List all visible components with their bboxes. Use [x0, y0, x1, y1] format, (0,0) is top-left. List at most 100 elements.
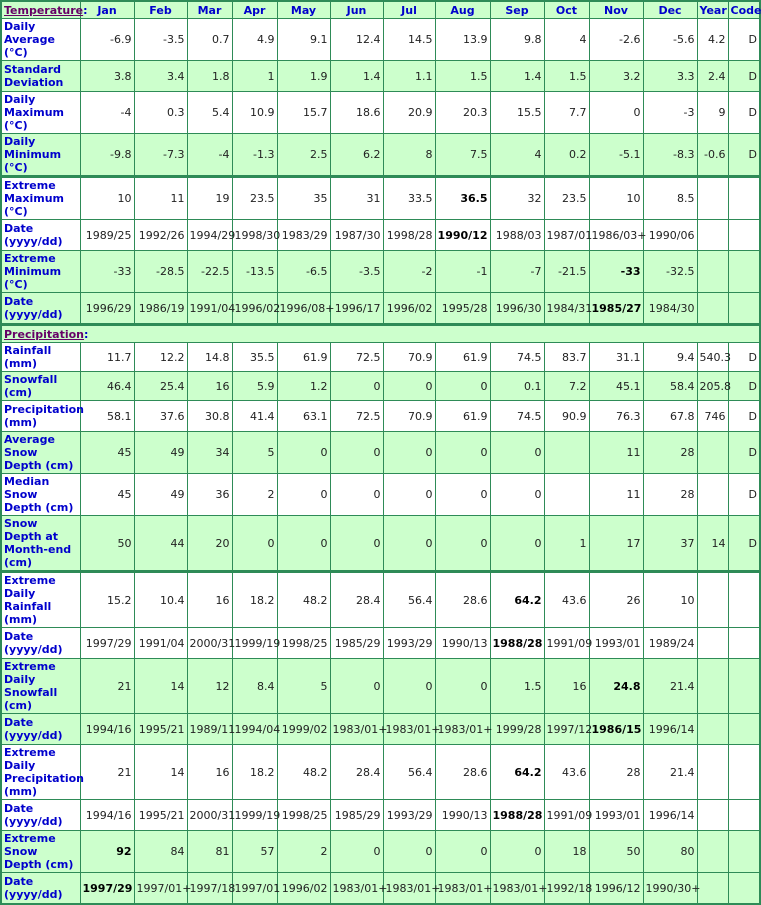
- value-cell-jul: 0: [382, 658, 436, 714]
- value-cell-sep: 64.2: [489, 570, 545, 628]
- value-cell-code: D: [727, 91, 761, 134]
- value-cell-jun: 1987/30: [329, 219, 384, 251]
- value-cell-feb: 44: [133, 515, 188, 572]
- column-header-sep: Sep: [489, 0, 545, 19]
- value-cell-apr: 1996/02: [231, 292, 280, 325]
- value-cell-feb: 25.4: [133, 371, 188, 401]
- value-cell-mar: 0.7: [186, 18, 233, 61]
- value-cell-code: [727, 219, 761, 251]
- value-cell-oct: 1997/12: [543, 713, 592, 745]
- value-cell-year: 14: [696, 515, 729, 572]
- column-header-jul: Jul: [382, 0, 436, 19]
- value-cell-apr: 1998/30: [231, 219, 280, 251]
- row-label: Extreme Daily Precipitation (mm): [0, 744, 84, 800]
- value-cell-oct: -21.5: [543, 250, 590, 293]
- value-cell-nov: -5.1: [588, 133, 644, 177]
- value-cell-jan: 1997/29: [79, 627, 135, 659]
- value-cell-aug: 1995/28: [434, 292, 491, 325]
- value-cell-oct: 43.6: [543, 744, 590, 800]
- table-row: Extreme Snow Depth (cm) 92 84 81 57 2 0 0 0 0 18 50…: [0, 830, 761, 873]
- value-cell-code: D: [727, 342, 761, 372]
- value-cell-jul: 1.1: [382, 60, 436, 92]
- value-cell-dec: 9.4: [642, 342, 698, 372]
- value-cell-sep: 1996/30: [489, 292, 545, 325]
- value-cell-year: [696, 744, 729, 800]
- value-cell-aug: 0: [434, 658, 491, 714]
- value-cell-mar: 14.8: [186, 342, 233, 372]
- value-cell-jan: 1994/16: [79, 713, 135, 745]
- value-cell-feb: 1992/26: [133, 219, 188, 251]
- section-header-precipitation: Precipitation:: [0, 323, 761, 343]
- value-cell-oct: 90.9: [543, 400, 590, 432]
- value-cell-jul: 56.4: [382, 570, 436, 628]
- section-title-link[interactable]: Precipitation: [4, 327, 84, 341]
- value-cell-aug: 0: [434, 431, 491, 474]
- value-cell-feb: 12.2: [133, 342, 188, 372]
- value-cell-sep: 1988/28: [489, 799, 545, 831]
- value-cell-dec: 80: [642, 830, 698, 873]
- value-cell-jan: 1994/16: [79, 799, 135, 831]
- value-cell-dec: 1996/14: [642, 799, 698, 831]
- value-cell-jun: 28.4: [329, 570, 384, 628]
- value-cell-feb: 49: [133, 431, 188, 474]
- value-cell-code: D: [727, 133, 761, 177]
- value-cell-jan: 92: [79, 830, 135, 873]
- value-cell-dec: 67.8: [642, 400, 698, 432]
- record-value: 1988/28: [492, 636, 543, 650]
- row-label: Median Snow Depth (cm): [0, 473, 81, 516]
- value-cell-nov: 1996/12: [588, 872, 644, 905]
- value-cell-may: 1999/02: [276, 713, 331, 745]
- table-row: Extreme Maximum (°C) 10 11 19 23.5 35 31 33.5 36…: [0, 175, 761, 220]
- value-cell-mar: 2000/31: [186, 627, 235, 659]
- value-cell-code: D: [727, 400, 761, 432]
- value-cell-code: [727, 799, 761, 831]
- record-value: 1990/12: [437, 228, 488, 242]
- value-cell-apr: 18.2: [231, 570, 278, 628]
- value-cell-jun: 1985/29: [329, 627, 384, 659]
- value-cell-nov: 17: [588, 515, 644, 572]
- value-cell-aug: 28.6: [434, 570, 491, 628]
- section-title-link[interactable]: Temperature: [4, 3, 84, 17]
- value-cell-feb: 14: [133, 744, 188, 800]
- value-cell-jul: 70.9: [382, 400, 436, 432]
- value-cell-jul: 1996/02: [382, 292, 436, 325]
- table-row: Date (yyyy/dd) 1997/29 1991/04 2000/31 1999/…: [0, 627, 761, 659]
- row-label: Date (yyyy/dd): [0, 799, 81, 831]
- value-cell-jan: 21: [79, 658, 135, 714]
- value-cell-feb: 1986/19: [133, 292, 188, 325]
- record-value: 64.2: [514, 593, 542, 607]
- value-cell-aug: 28.6: [434, 744, 491, 800]
- row-label: Extreme Maximum (°C): [0, 175, 81, 220]
- value-cell-may: 2.5: [276, 133, 331, 177]
- value-cell-mar: 16: [186, 371, 233, 401]
- value-cell-dec: 28: [642, 473, 698, 516]
- value-cell-feb: -3.5: [133, 18, 188, 61]
- row-label: Date (yyyy/dd): [0, 713, 81, 745]
- value-cell-sep: 0: [489, 830, 545, 873]
- section-title-cell: Precipitation:: [0, 323, 761, 343]
- value-cell-dec: 1990/30+: [642, 872, 700, 905]
- table-row: Precipitation (mm) 58.1 37.6 30.8 41.4 63.1 72…: [0, 400, 761, 432]
- value-cell-feb: 14: [133, 658, 188, 714]
- value-cell-dec: -5.6: [642, 18, 698, 61]
- record-value: 64.2: [514, 765, 542, 779]
- value-cell-mar: 19: [186, 175, 233, 220]
- value-cell-dec: 1990/06: [642, 219, 698, 251]
- value-cell-jul: 1998/28: [382, 219, 436, 251]
- value-cell-dec: 21.4: [642, 658, 698, 714]
- value-cell-oct: [543, 473, 590, 516]
- table-row: Extreme Daily Rainfall (mm) 15.2 10.4 16 18.…: [0, 570, 761, 628]
- value-cell-jun: 1.4: [329, 60, 384, 92]
- value-cell-nov: 50: [588, 830, 644, 873]
- value-cell-year: [696, 799, 729, 831]
- value-cell-jul: 0: [382, 371, 436, 401]
- table-row: Date (yyyy/dd) 1994/16 1995/21 2000/31 1999/…: [0, 799, 761, 831]
- value-cell-apr: 5.9: [231, 371, 278, 401]
- value-cell-may: 15.7: [276, 91, 331, 134]
- value-cell-code: [727, 627, 761, 659]
- value-cell-code: [727, 713, 761, 745]
- value-cell-may: 48.2: [276, 744, 331, 800]
- value-cell-aug: 61.9: [434, 342, 491, 372]
- value-cell-code: [727, 658, 761, 714]
- value-cell-jan: 21: [79, 744, 135, 800]
